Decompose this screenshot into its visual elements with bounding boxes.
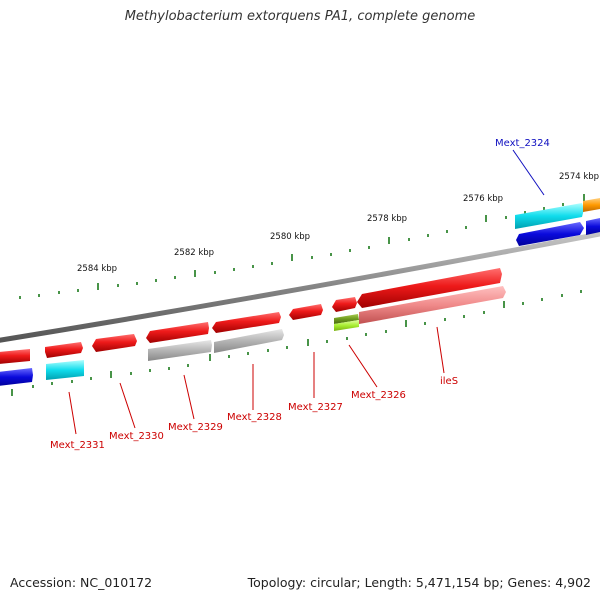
feature-mext-2331[interactable] xyxy=(46,360,84,380)
gene-mext-2327[interactable] xyxy=(289,304,323,320)
leader-iles xyxy=(436,326,445,374)
ruler-label-2578: 2578 kbp xyxy=(367,214,407,224)
gene-blue-right[interactable] xyxy=(586,218,600,235)
gene-blue-left[interactable] xyxy=(0,368,33,386)
gene-label-mext-2324[interactable]: Mext_2324 xyxy=(495,138,550,149)
gene-label-mext-2328[interactable]: Mext_2328 xyxy=(227,412,282,423)
gene-label-mext-2329[interactable]: Mext_2329 xyxy=(168,422,223,433)
leader-mext-2329 xyxy=(183,374,195,420)
gene-mext-2326[interactable] xyxy=(332,297,357,312)
accession-text: Accession: NC_010172 xyxy=(10,575,153,590)
ruler-label-2580: 2580 kbp xyxy=(270,232,310,242)
gene-label-mext-2327[interactable]: Mext_2327 xyxy=(288,402,343,413)
feature-mext-2329[interactable] xyxy=(148,340,212,361)
ruler-ticks-lower xyxy=(11,290,582,396)
leader-mext-2324 xyxy=(512,149,545,196)
gene-label-mext-2326[interactable]: Mext_2326 xyxy=(351,390,406,401)
gene-iles[interactable] xyxy=(357,268,502,308)
genes-reverse-strand xyxy=(0,218,600,386)
feature-iles[interactable] xyxy=(359,286,506,324)
gene-mext-2330[interactable] xyxy=(92,334,137,352)
feature-orange[interactable] xyxy=(583,198,600,212)
gene-label-mext-2331[interactable]: Mext_2331 xyxy=(50,440,105,451)
gene-label-iles[interactable]: ileS xyxy=(440,376,458,387)
genome-summary-text: Topology: circular; Length: 5,471,154 bp… xyxy=(247,575,591,590)
leader-mext-2330 xyxy=(119,382,136,429)
gene-blue-mext-2324[interactable] xyxy=(516,222,584,246)
ruler-label-2576: 2576 kbp xyxy=(463,194,503,204)
ruler-label-2584: 2584 kbp xyxy=(77,264,117,274)
genome-backbone xyxy=(0,231,600,343)
map-title: Methylobacterium extorquens PA1, complet… xyxy=(124,9,476,24)
gene-leader-lines xyxy=(68,149,545,435)
gene-label-mext-2330[interactable]: Mext_2330 xyxy=(109,431,164,442)
gene-mext-2329[interactable] xyxy=(146,322,209,343)
feature-mext-2328[interactable] xyxy=(214,329,284,353)
genes-forward-strand xyxy=(0,268,502,364)
ruler-label-2582: 2582 kbp xyxy=(174,248,214,258)
feature-mext-2324-cyan[interactable] xyxy=(515,203,584,229)
gene-mext-2328[interactable] xyxy=(212,312,281,333)
gene-labels: Mext_2324 Mext_2326 Mext_2327 Mext_2328 … xyxy=(50,138,550,451)
feature-mext-2326-lime[interactable] xyxy=(334,320,359,331)
feature-mext-2326-olive[interactable] xyxy=(334,314,359,324)
genes-features xyxy=(46,198,600,380)
ruler-labels: 2574 kbp 2576 kbp 2578 kbp 2580 kbp 2582… xyxy=(77,172,599,274)
leader-mext-2326 xyxy=(348,344,378,388)
gene-mext-2331[interactable] xyxy=(45,342,83,358)
ruler-label-2574: 2574 kbp xyxy=(559,172,599,182)
gene-mext-2332[interactable] xyxy=(0,349,30,364)
leader-mext-2331 xyxy=(68,391,77,435)
ruler-ticks-upper xyxy=(19,194,585,299)
